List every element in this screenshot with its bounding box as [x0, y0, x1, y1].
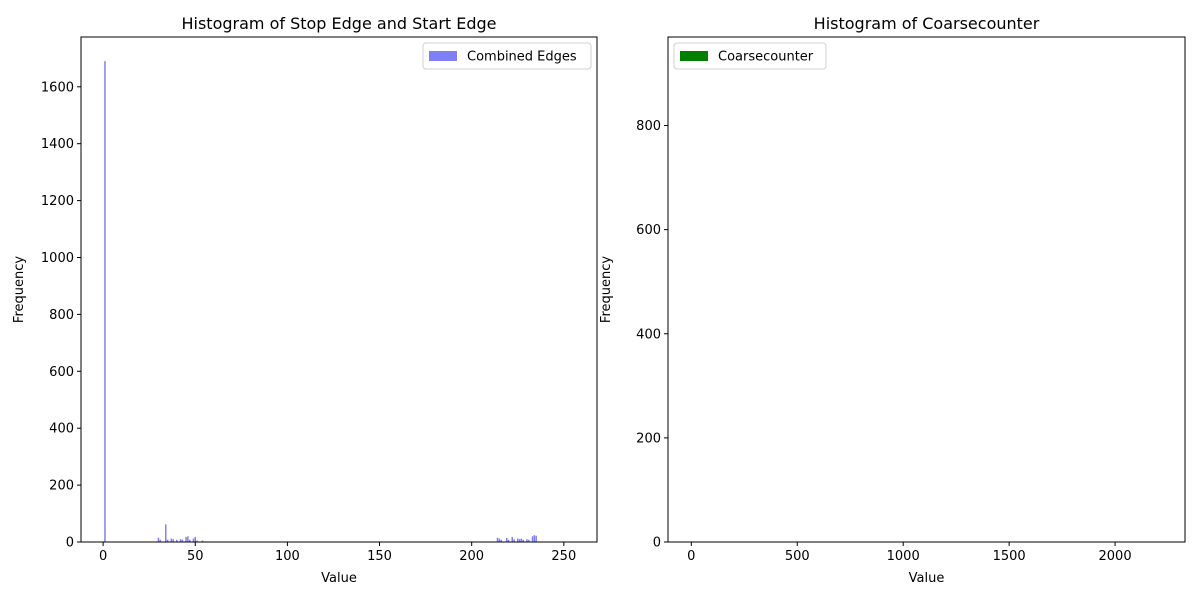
x-tick-label: 1500	[993, 549, 1026, 564]
y-tick-label: 1000	[41, 251, 74, 266]
histogram-bar	[194, 536, 196, 542]
chart-title: Histogram of Coarsecounter	[814, 14, 1040, 33]
y-tick-label: 1600	[41, 80, 74, 95]
axes-frame	[80, 36, 598, 543]
legend-label: Coarsecounter	[718, 50, 814, 65]
histogram-bar	[201, 540, 204, 542]
x-tick-label: 500	[785, 549, 810, 564]
histogram-bar	[528, 539, 530, 542]
histogram-bar	[159, 539, 161, 542]
histogram-bar	[526, 539, 528, 542]
legend-box	[422, 42, 592, 70]
histogram-bar	[179, 539, 182, 542]
y-tick-label: 800	[636, 119, 661, 134]
histogram-bar	[535, 535, 537, 542]
histogram-bar	[188, 539, 191, 542]
histogram-bar	[196, 540, 198, 542]
histogram-bar	[517, 538, 519, 542]
histogram-bar	[157, 537, 160, 542]
x-tick-label: 1000	[887, 549, 920, 564]
y-tick-label: 200	[636, 431, 661, 446]
histogram-bar	[507, 539, 510, 542]
left-histogram-panel: 0 50 100 150 200 250 0 200 400 600 800 1000 1200 1400…	[12, 14, 598, 586]
y-tick-label: 0	[653, 536, 661, 551]
x-tick-label: 200	[459, 549, 484, 564]
histogram-bar	[181, 539, 184, 542]
legend-label: Combined Edges	[467, 50, 577, 65]
y-tick-label: 400	[636, 327, 661, 342]
x-tick-label: 250	[551, 549, 576, 564]
x-tick-label: 150	[367, 549, 392, 564]
histogram-bar	[522, 539, 525, 542]
y-tick-label: 600	[49, 365, 74, 380]
legend: Coarsecounter	[673, 42, 827, 70]
histogram-bar	[104, 61, 106, 542]
legend-box	[673, 42, 827, 70]
x-axis-label: Value	[321, 571, 357, 586]
histogram-bar	[165, 524, 167, 542]
y-axis-label: Frequency	[599, 256, 614, 323]
axes-frame	[667, 36, 1186, 543]
histogram-bar	[533, 535, 536, 542]
x-tick-label: 0	[687, 549, 695, 564]
legend-swatch	[680, 51, 708, 61]
x-tick-label: 100	[275, 549, 300, 564]
y-axis-label: Frequency	[12, 256, 27, 323]
histogram-bar	[187, 536, 189, 542]
x-tick-label: 2000	[1099, 549, 1132, 564]
histogram-bar	[496, 537, 499, 542]
y-tick-label: 800	[49, 308, 74, 323]
histogram-bar	[176, 539, 178, 542]
x-tick-label: 50	[187, 549, 204, 564]
y-tick-label: 400	[49, 422, 74, 437]
histogram-bar	[513, 539, 515, 542]
chart-title: Histogram of Stop Edge and Start Edge	[181, 14, 496, 33]
histogram-bar	[185, 536, 187, 542]
histogram-bar	[511, 536, 513, 542]
histogram-bar	[520, 538, 523, 542]
y-tick-label: 200	[49, 479, 74, 494]
histogram-bar	[505, 538, 508, 542]
right-histogram-panel: 0 500 1000 1500 2000 0 200 400 600 800 Histogram o…	[599, 14, 1186, 586]
histogram-bar	[498, 538, 501, 542]
histogram-bar	[531, 536, 534, 542]
histogram-bar	[500, 539, 502, 542]
x-tick-label: 0	[99, 549, 107, 564]
x-axis-label: Value	[909, 571, 945, 586]
histogram-bar	[166, 539, 169, 542]
histogram-bar	[170, 538, 173, 542]
histogram-bar	[518, 539, 521, 542]
histogram-bar	[192, 538, 195, 542]
legend-swatch	[429, 51, 457, 61]
y-tick-label: 0	[66, 536, 74, 551]
y-tick-label: 1400	[41, 137, 74, 152]
y-tick-label: 600	[636, 223, 661, 238]
y-tick-label: 1200	[41, 194, 74, 209]
legend: Combined Edges	[422, 42, 592, 70]
histogram-bar	[172, 539, 174, 542]
